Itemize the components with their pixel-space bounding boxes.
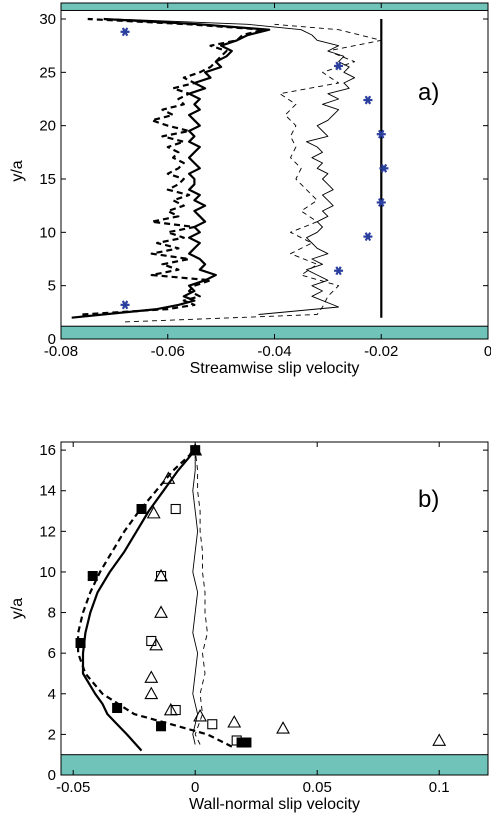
series-line-thick-solid (81, 449, 197, 752)
open-triangle-marker (149, 637, 164, 651)
y-tick-label: 20 (39, 118, 56, 135)
y-tick-label: 0 (48, 331, 56, 348)
x-tick-label: 0 (191, 779, 199, 796)
star-marker-core (336, 63, 341, 69)
panel-a-y-axis-title: y/a (9, 160, 26, 181)
panel-a-lines (71, 17, 383, 323)
y-tick-label: 15 (39, 171, 56, 188)
panel-b-walls (60, 754, 489, 776)
x-tick-label: -0.04 (257, 343, 291, 360)
open-triangle-marker (276, 721, 290, 734)
open-triangle-marker (154, 568, 168, 582)
star-marker (376, 129, 386, 139)
y-tick-label: 0 (48, 767, 56, 784)
x-tick-label: -0.02 (364, 343, 398, 360)
star-marker-core (122, 302, 128, 308)
star-marker (363, 232, 373, 242)
y-tick-label: 2 (48, 726, 56, 743)
series-line-thick-solid (71, 17, 271, 319)
y-tick-label: 30 (39, 11, 56, 28)
series-line-thin-solid (114, 18, 356, 315)
panel-a-ticks: -0.08 -0.06 -0.04 -0.02 0 0 5 10 15 20 25 30 (39, 3, 491, 360)
star-marker-core (379, 132, 384, 137)
series-line-thick-dashed (82, 17, 265, 316)
panel-a-streamwise-plot: -0.08 -0.06 -0.04 -0.02 0 0 5 10 15 20 25 30 a) Str… (9, 2, 491, 377)
panel-b-label: b) (418, 486, 439, 513)
star-marker (363, 95, 373, 105)
y-tick-label: 10 (39, 224, 56, 241)
star-marker-core (379, 200, 384, 205)
y-tick-label: 25 (39, 64, 56, 81)
panel-b-y-axis-title: y/a (9, 598, 26, 619)
star-marker-core (336, 268, 341, 273)
open-triangle-marker (146, 505, 161, 519)
y-tick-label: 16 (39, 442, 56, 459)
filled-square-marker (190, 445, 201, 456)
x-tick-label: -0.08 (44, 343, 78, 360)
open-square-marker (170, 503, 181, 515)
star-marker (334, 61, 344, 71)
open-triangle-marker (144, 670, 159, 683)
panel-a-walls (60, 2, 489, 340)
filled-square-marker (136, 504, 147, 515)
panel-b-lines (76, 449, 233, 752)
star-marker (120, 300, 130, 310)
star-marker (120, 27, 130, 37)
star-marker-core (122, 29, 128, 34)
open-triangle-marker (188, 442, 203, 456)
x-tick-label: -0.05 (56, 779, 90, 796)
series-line-thin-solid (192, 450, 199, 745)
y-tick-label: 6 (48, 645, 56, 662)
star-marker (379, 163, 389, 173)
filled-square-marker (156, 721, 167, 732)
open-triangle-marker (227, 715, 242, 728)
x-tick-label: 0.05 (303, 779, 332, 796)
series-line-thin-dashed (194, 450, 208, 745)
open-triangle-marker (432, 733, 447, 746)
open-square-marker (207, 719, 218, 730)
series-line-thin-dashed (124, 23, 382, 323)
open-triangle-marker (154, 605, 168, 618)
star-marker (334, 266, 344, 276)
y-tick-label: 5 (48, 278, 56, 295)
open-square-marker (231, 735, 242, 746)
panel-a-label: a) (418, 79, 439, 106)
filled-square-marker (75, 638, 86, 649)
x-tick-label: 0 (484, 343, 491, 360)
y-tick-label: 14 (39, 483, 56, 500)
star-marker-core (365, 97, 371, 103)
y-tick-label: 12 (39, 523, 56, 540)
panel-a-x-axis-title: Streamwise slip velocity (190, 360, 360, 377)
open-triangle-marker (163, 702, 178, 716)
open-triangle-marker (161, 471, 176, 484)
y-tick-label: 8 (48, 605, 56, 622)
y-tick-label: 10 (39, 564, 56, 581)
y-tick-label: 4 (48, 686, 56, 703)
filled-square-marker (87, 571, 98, 582)
x-tick-label: 0.1 (429, 779, 450, 796)
panel-a-markers (120, 27, 389, 310)
x-tick-label: -0.06 (151, 343, 185, 360)
open-square-marker (146, 635, 157, 647)
star-marker (376, 198, 386, 207)
panel-a-axes-frame (60, 2, 489, 340)
open-triangle-marker (144, 686, 159, 700)
open-triangle-marker (193, 708, 208, 722)
filled-square-marker (112, 702, 123, 713)
panel-b-x-axis-title: Wall-normal slip velocity (189, 796, 360, 813)
wall-band (60, 754, 489, 776)
panel-b-markers (75, 442, 447, 748)
star-marker-core (381, 166, 387, 171)
star-marker-core (365, 234, 371, 239)
